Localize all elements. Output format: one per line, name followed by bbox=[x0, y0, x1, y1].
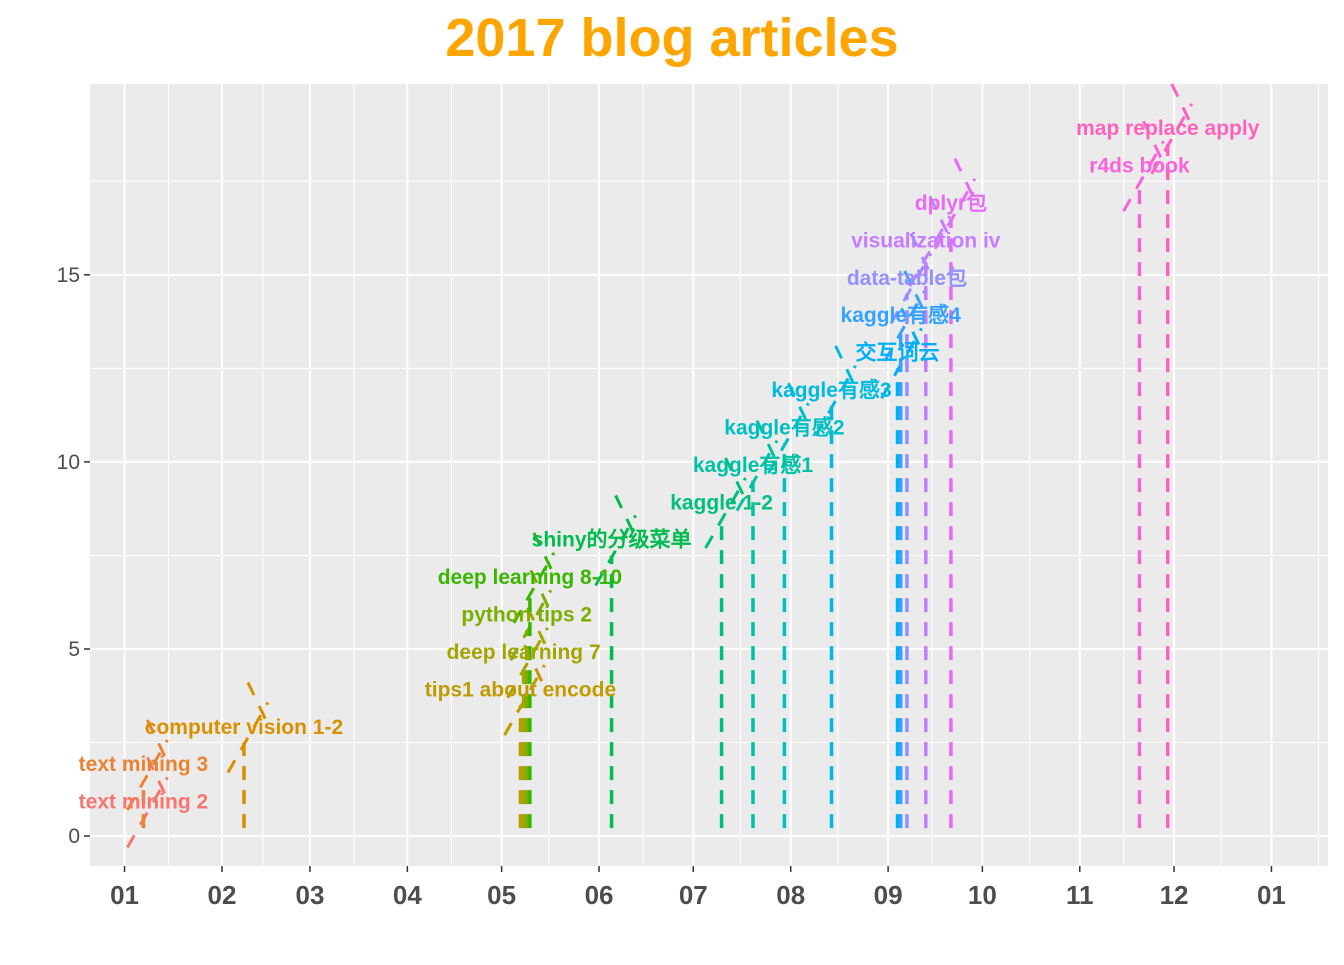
article-tilt-a bbox=[735, 439, 779, 512]
x-tick-label: 08 bbox=[776, 880, 805, 910]
x-tick-label: 06 bbox=[585, 880, 614, 910]
article-label: map replace apply bbox=[1076, 117, 1260, 140]
article-tilt-b bbox=[146, 756, 171, 805]
x-tick-label: 04 bbox=[393, 880, 422, 910]
article-tilt-a bbox=[594, 514, 637, 587]
article-tilt-b bbox=[146, 719, 171, 767]
article-label: kaggle 1-2 bbox=[670, 491, 773, 514]
x-tick-label: 05 bbox=[487, 880, 516, 910]
article-tilt-a bbox=[126, 776, 169, 849]
y-tick-label: 5 bbox=[68, 638, 80, 661]
article-tilt-a bbox=[512, 552, 556, 624]
article-label: tips1 about encode bbox=[425, 678, 616, 701]
article-label: text mining 2 bbox=[79, 791, 209, 814]
y-tick-label: 10 bbox=[57, 451, 80, 474]
article-tilt-b bbox=[1142, 120, 1167, 168]
article-tilt-a bbox=[883, 290, 926, 362]
article-tilt-a bbox=[767, 402, 810, 474]
article-segments bbox=[126, 83, 1196, 849]
article-label: shiny的分级菜单 bbox=[532, 528, 692, 552]
article-label: deep learning 8-10 bbox=[438, 566, 622, 589]
article-tilt-a bbox=[880, 327, 923, 400]
article-tilt-b bbox=[529, 569, 555, 617]
x-tick-label: 11 bbox=[1066, 880, 1094, 910]
article-tilt-a bbox=[1150, 103, 1194, 175]
article-tilt-b bbox=[532, 532, 558, 580]
x-tick-label: 03 bbox=[295, 880, 324, 910]
grid-minor bbox=[90, 84, 1328, 866]
article-tilt-b bbox=[614, 494, 639, 543]
article-tilt-b bbox=[755, 419, 781, 468]
article-label: kaggle有感3 bbox=[771, 378, 891, 402]
article-tilt-b bbox=[900, 307, 925, 356]
article-tilt-a bbox=[1122, 140, 1165, 213]
article-label: r4ds book bbox=[1089, 155, 1190, 178]
article-label: dplyr包 bbox=[915, 191, 987, 215]
x-axis: 01 02 03 04 05 06 07 08 09 10 11 12 01 bbox=[110, 866, 1286, 910]
article-tilt-a bbox=[889, 252, 933, 325]
grid-major bbox=[90, 84, 1328, 866]
article-labels: text mining 2 text mining 3 computer visio… bbox=[79, 117, 1260, 813]
x-tick-label: 09 bbox=[874, 880, 903, 910]
article-tilt-a bbox=[226, 701, 270, 774]
x-tick-label: 01 bbox=[110, 880, 139, 910]
article-tilt-b bbox=[928, 195, 954, 243]
article-tilt-b bbox=[903, 270, 929, 318]
article-tilt-a bbox=[503, 664, 546, 736]
article-tilt-a bbox=[126, 739, 169, 811]
article-tilt-b bbox=[1170, 83, 1196, 131]
chart-title: 2017 blog articles bbox=[445, 8, 899, 68]
x-tick-label: 10 bbox=[968, 880, 997, 910]
article-tilt-b bbox=[246, 681, 272, 730]
article-label: kaggle有感2 bbox=[724, 415, 844, 439]
article-tilt-b bbox=[834, 345, 859, 393]
article-tilt-a bbox=[704, 477, 747, 549]
y-axis: 0 5 10 15 bbox=[57, 264, 90, 848]
article-tilt-a bbox=[814, 365, 857, 437]
article-label: visualization iv bbox=[851, 229, 1001, 252]
article-label: 交互词云 bbox=[856, 341, 940, 365]
article-tilt-b bbox=[953, 158, 979, 206]
article-label: text mining 3 bbox=[79, 753, 209, 776]
article-tilt-a bbox=[908, 215, 952, 287]
article-label: kaggle有感1 bbox=[693, 453, 814, 477]
article-label: kaggle有感4 bbox=[841, 303, 962, 327]
article-tilt-b bbox=[787, 382, 812, 430]
article-label: data-table包 bbox=[847, 266, 967, 290]
article-tilt-b bbox=[724, 457, 749, 505]
article-label: computer vision 1-2 bbox=[145, 716, 343, 739]
x-tick-label: 02 bbox=[208, 880, 237, 910]
article-label: deep learning 7 bbox=[447, 641, 601, 664]
article-tilt-b bbox=[909, 232, 935, 281]
x-tick-label: 01 bbox=[1257, 880, 1286, 910]
article-tilt-a bbox=[506, 626, 549, 699]
x-tick-label: 07 bbox=[679, 880, 708, 910]
article-label: python tips 2 bbox=[461, 604, 592, 627]
article-tilt-a bbox=[933, 177, 977, 250]
x-tick-label: 12 bbox=[1160, 880, 1189, 910]
article-tilt-a bbox=[509, 589, 553, 662]
y-tick-label: 0 bbox=[68, 825, 80, 848]
y-tick-label: 15 bbox=[57, 264, 80, 287]
article-tilt-b bbox=[526, 607, 551, 655]
plot-panel bbox=[90, 84, 1328, 866]
